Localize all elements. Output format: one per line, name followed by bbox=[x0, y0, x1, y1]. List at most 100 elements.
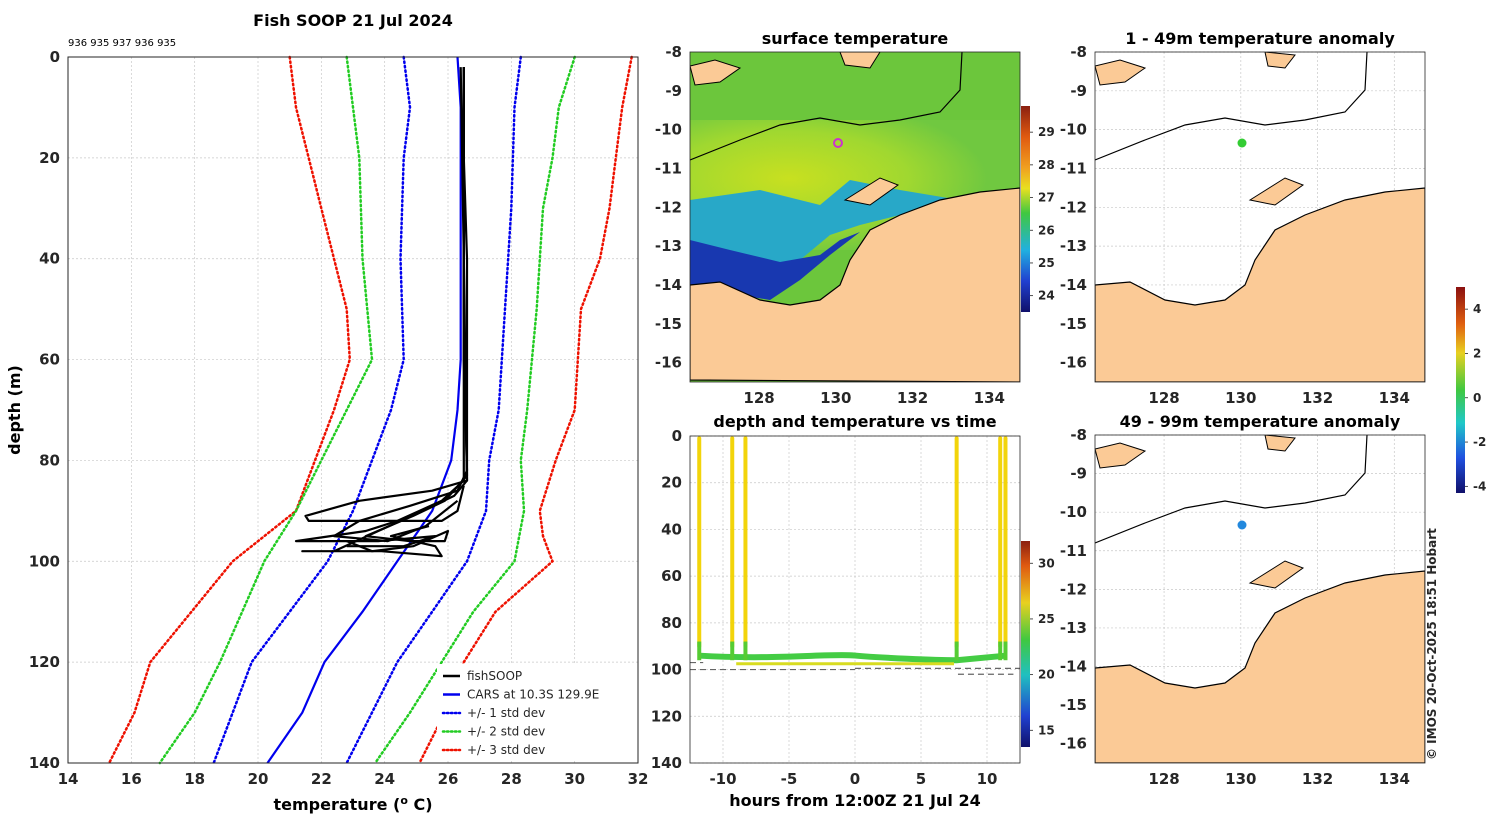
dt-xtick: 5 bbox=[916, 770, 926, 788]
profile-ytick: 80 bbox=[39, 451, 60, 469]
map-ytick: -15 bbox=[1060, 315, 1087, 333]
std1-low-line bbox=[212, 55, 412, 765]
anomaly-shallow-title: 1 - 49m temperature anomaly bbox=[1125, 29, 1395, 48]
profile-ytick: 140 bbox=[29, 754, 60, 772]
dt-xtick: 10 bbox=[977, 770, 998, 788]
map-xtick: 130 bbox=[1225, 389, 1256, 407]
colorbar-tick: 24 bbox=[1038, 289, 1055, 303]
map-ytick: -14 bbox=[1060, 658, 1087, 676]
std2-high-line bbox=[373, 55, 576, 765]
map-xtick: 132 bbox=[1302, 389, 1333, 407]
profile-xtick: 22 bbox=[311, 770, 332, 788]
dt-xtick: -5 bbox=[781, 770, 798, 788]
profile-ytick: 60 bbox=[39, 351, 60, 369]
depth-time-title: depth and temperature vs time bbox=[713, 412, 996, 431]
profile-xtick: 32 bbox=[628, 770, 649, 788]
anomaly-shallow-map: 1 - 49m temperature anomaly 128 130 132 134… bbox=[1060, 29, 1426, 407]
map-ytick: -14 bbox=[655, 276, 682, 294]
map-xtick: 134 bbox=[974, 389, 1005, 407]
depth-time-colorbar bbox=[1021, 541, 1030, 747]
profile-xtick: 14 bbox=[58, 770, 79, 788]
map-ytick: -12 bbox=[1060, 198, 1087, 216]
map-ytick: -9 bbox=[665, 82, 682, 100]
map-xtick: 134 bbox=[1379, 389, 1410, 407]
colorbar-tick: 25 bbox=[1038, 256, 1055, 270]
map-ytick: -8 bbox=[1070, 43, 1087, 61]
colorbar-tick: 20 bbox=[1038, 668, 1055, 682]
map-ytick: -13 bbox=[1060, 619, 1087, 637]
map-ytick: -14 bbox=[1060, 276, 1087, 294]
map-ytick: -10 bbox=[1060, 503, 1087, 521]
colorbar-tick: 25 bbox=[1038, 612, 1055, 626]
map-ytick: -11 bbox=[1060, 542, 1087, 560]
sst-cast-marker bbox=[833, 138, 843, 148]
anomaly-shallow-marker bbox=[1237, 138, 1247, 148]
profile-axes-box bbox=[67, 56, 639, 764]
map-xtick: 128 bbox=[1148, 770, 1179, 788]
legend-label: +/- 3 std dev bbox=[467, 743, 545, 757]
legend-label: CARS at 10.3S 129.9E bbox=[467, 688, 599, 702]
profile-legend: fishSOOP CARS at 10.3S 129.9E +/- 1 std de… bbox=[437, 664, 637, 761]
std3-high-line bbox=[418, 55, 633, 765]
colorbar-tick: 15 bbox=[1038, 723, 1055, 737]
profile-chart: Fish SOOP 21 Jul 2024 936 935 937 936 93… bbox=[5, 11, 648, 814]
profile-ylabel: depth (m) bbox=[5, 365, 24, 455]
std1-high-line bbox=[345, 55, 523, 765]
colorbar-tick: -2 bbox=[1473, 435, 1486, 449]
fishsoop-cast-line bbox=[346, 67, 469, 553]
colorbar-tick: 30 bbox=[1038, 556, 1055, 570]
profile-xtick: 20 bbox=[248, 770, 269, 788]
map-ytick: -12 bbox=[1060, 580, 1087, 598]
sst-colorbar bbox=[1021, 106, 1030, 312]
map-ytick: -13 bbox=[1060, 237, 1087, 255]
map-xtick: 134 bbox=[1379, 770, 1410, 788]
dt-ytick: 0 bbox=[672, 427, 682, 445]
dt-ytick: 20 bbox=[661, 474, 682, 492]
map-ytick: -16 bbox=[655, 354, 682, 372]
legend-label: +/- 1 std dev bbox=[467, 706, 545, 720]
map-xtick: 130 bbox=[1225, 770, 1256, 788]
map-xtick: 132 bbox=[1302, 770, 1333, 788]
dt-ytick: 140 bbox=[651, 754, 682, 772]
map-ytick: -11 bbox=[1060, 159, 1087, 177]
profile-xtick: 24 bbox=[374, 770, 395, 788]
profile-xlabel: temperature (o C) bbox=[273, 794, 432, 814]
map-ytick: -13 bbox=[655, 237, 682, 255]
colorbar-tick: 26 bbox=[1038, 223, 1055, 237]
dt-xtick: 0 bbox=[850, 770, 860, 788]
profile-ytick: 0 bbox=[50, 48, 60, 66]
profile-xtick: 16 bbox=[121, 770, 142, 788]
map-ytick: -9 bbox=[1070, 465, 1087, 483]
dt-bottom-track bbox=[697, 652, 1008, 664]
cast-ids: 936 935 937 936 935 bbox=[68, 38, 176, 49]
colorbar-tick: 27 bbox=[1038, 191, 1055, 205]
colorbar-tick: 29 bbox=[1038, 125, 1055, 139]
map-ytick: -10 bbox=[655, 121, 682, 139]
map-xtick: 130 bbox=[820, 389, 851, 407]
profile-title: Fish SOOP 21 Jul 2024 bbox=[253, 11, 453, 30]
anomaly-deep-marker bbox=[1237, 520, 1247, 530]
colorbar-tick: -4 bbox=[1473, 479, 1486, 493]
std3-low-line bbox=[107, 55, 352, 765]
map-xtick: 132 bbox=[897, 389, 928, 407]
depth-time-chart: depth and temperature vs time 30 25 20 15 -1… bbox=[651, 412, 1055, 810]
cars-mean-line bbox=[266, 56, 462, 764]
footer-credit: © IMOS 20-Oct-2025 18:51 Hobart bbox=[1425, 528, 1439, 760]
map-xtick: 128 bbox=[743, 389, 774, 407]
colorbar-tick: 2 bbox=[1473, 346, 1481, 360]
dt-ytick: 100 bbox=[651, 661, 682, 679]
dt-ytick: 80 bbox=[661, 614, 682, 632]
colorbar-tick: 0 bbox=[1473, 391, 1481, 405]
profile-ytick: 40 bbox=[39, 250, 60, 268]
profile-xtick: 28 bbox=[501, 770, 522, 788]
dt-ytick: 60 bbox=[661, 567, 682, 585]
legend-label: fishSOOP bbox=[467, 669, 522, 683]
profile-ytick: 20 bbox=[39, 149, 60, 167]
legend-label: +/- 2 std dev bbox=[467, 725, 545, 739]
depth-time-xlabel: hours from 12:00Z 21 Jul 24 bbox=[729, 791, 980, 810]
map-ytick: -15 bbox=[655, 315, 682, 333]
dt-ytick: 120 bbox=[651, 707, 682, 725]
profile-xtick: 30 bbox=[564, 770, 585, 788]
profile-xtick: 18 bbox=[184, 770, 205, 788]
dt-ytick: 40 bbox=[661, 520, 682, 538]
